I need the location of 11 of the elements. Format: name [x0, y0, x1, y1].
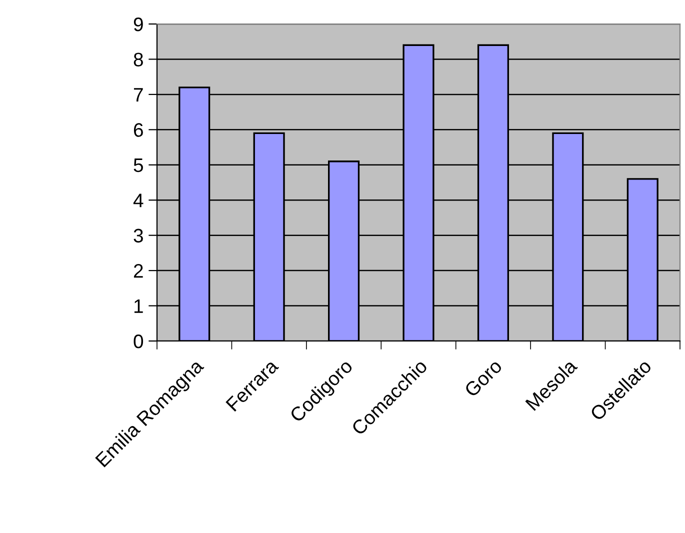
y-tick-label: 9	[134, 17, 143, 32]
y-tick-label: 1	[134, 299, 143, 313]
y-tick-label: 7	[134, 88, 143, 102]
y-tick-label: 8	[134, 52, 143, 66]
y-tick-label: 2	[134, 264, 143, 278]
y-tick-label: 4	[133, 194, 144, 208]
y-tick-label: 0	[134, 334, 144, 348]
y-tick-label: 6	[134, 123, 143, 137]
x-tick-label: Goro	[464, 358, 503, 398]
y-tick-label: 3	[134, 228, 143, 243]
y-tick-label: 5	[134, 158, 143, 172]
